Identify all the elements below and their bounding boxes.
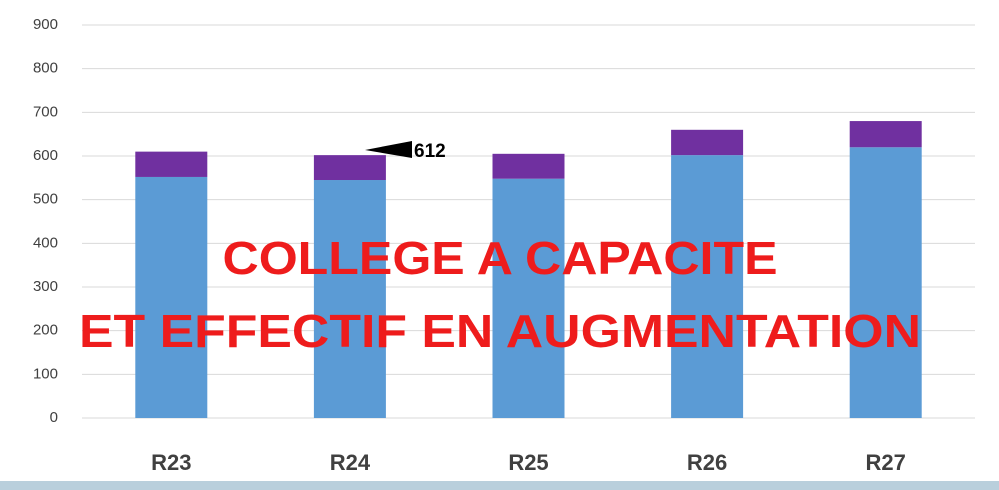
bar-segment — [849, 121, 922, 148]
bar-segment — [135, 176, 208, 418]
overlay-title: COLLEGE A CAPACITE — [223, 232, 778, 284]
y-tick-label: 0 — [50, 409, 58, 426]
y-tick-label: 300 — [33, 278, 58, 295]
annotation-arrow — [365, 141, 412, 158]
overlay-title: ET EFFECTIF EN AUGMENTATION — [79, 305, 921, 357]
bar-segment — [492, 153, 565, 179]
bar-segment — [313, 180, 386, 418]
bar-segment — [671, 129, 744, 156]
y-tick-label: 100 — [33, 365, 58, 382]
x-tick-label: R26 — [687, 450, 727, 475]
y-tick-label: 900 — [33, 16, 58, 33]
y-tick-label: 600 — [33, 147, 58, 164]
bar-segment — [849, 147, 922, 418]
x-tick-label: R25 — [508, 450, 548, 475]
background-strip — [0, 481, 999, 490]
bar-segment — [671, 155, 744, 419]
y-tick-label: 500 — [33, 191, 58, 208]
y-tick-label: 800 — [33, 60, 58, 77]
bar-segment — [492, 178, 565, 418]
annotation: 612 — [414, 141, 446, 162]
bar-segment — [135, 151, 208, 177]
y-tick-label: 700 — [33, 103, 58, 120]
y-tick-label: 200 — [33, 322, 58, 339]
bar-segment — [313, 155, 386, 181]
x-tick-label: R23 — [151, 450, 191, 475]
x-tick-label: R24 — [330, 450, 371, 475]
y-tick-label: 400 — [33, 234, 58, 251]
x-tick-label: R27 — [866, 450, 906, 475]
